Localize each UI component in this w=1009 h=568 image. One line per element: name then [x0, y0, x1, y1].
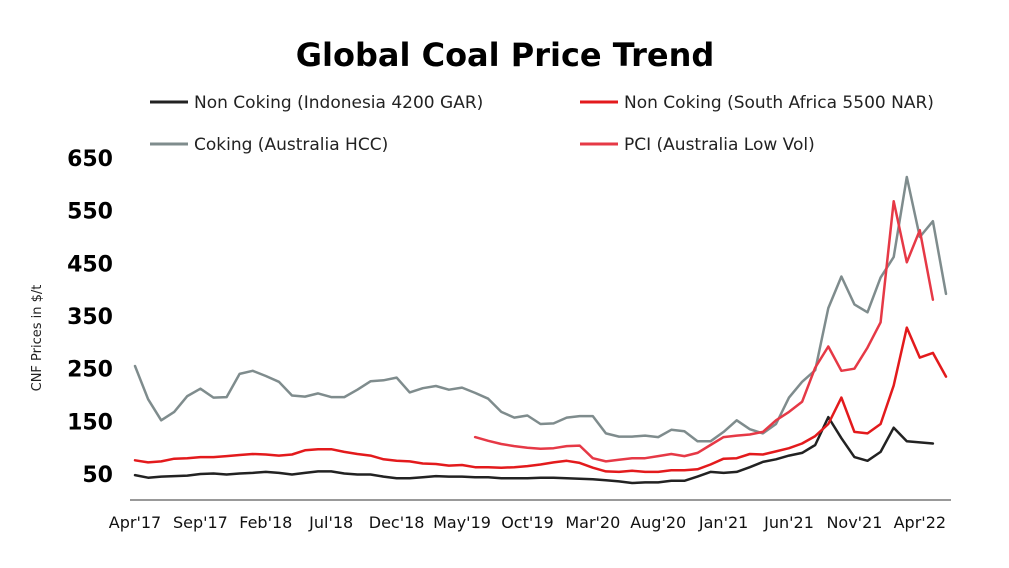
plot-lines	[133, 175, 948, 485]
series-line-2	[133, 326, 948, 474]
legend-label: Non Coking (South Africa 5500 NAR)	[624, 93, 934, 113]
x-tick-label: Apr'17	[109, 513, 161, 532]
x-tick-label: Oct'19	[501, 513, 553, 532]
y-axis-ticks: 50 150 250 350 450 550 650	[67, 147, 113, 488]
x-tick-label: Jun'21	[763, 513, 814, 532]
y-tick-label: 50	[82, 463, 113, 488]
x-tick-label: Aug'20	[630, 513, 686, 532]
legend-label: PCI (Australia Low Vol)	[624, 135, 815, 155]
chart-title: Global Coal Price Trend	[296, 36, 715, 74]
y-axis-label: CNF Prices in $/t	[30, 285, 45, 392]
x-tick-label: Jan'21	[698, 513, 748, 532]
x-tick-label: Nov'21	[826, 513, 882, 532]
legend-label: Coking (Australia HCC)	[194, 135, 388, 155]
x-tick-label: Jul'18	[308, 513, 353, 532]
y-tick-label: 150	[67, 410, 113, 435]
x-tick-label: Apr'22	[894, 513, 946, 532]
y-tick-label: 350	[67, 305, 113, 330]
x-axis-ticks: Apr'17 Sep'17 Feb'18 Jul'18 Dec'18 May'19 Oct'…	[109, 513, 946, 532]
y-tick-label: 250	[67, 358, 113, 383]
y-tick-label: 650	[67, 147, 113, 172]
x-tick-label: Mar'20	[565, 513, 620, 532]
series-line-4	[473, 199, 935, 463]
x-tick-label: Sep'17	[173, 513, 228, 532]
y-tick-label: 450	[67, 252, 113, 277]
x-tick-label: May'19	[433, 513, 491, 532]
series-line-1	[133, 415, 935, 485]
x-tick-label: Feb'18	[239, 513, 292, 532]
series-line-3	[133, 175, 948, 443]
y-tick-label: 550	[67, 200, 113, 225]
legend: Non Coking (Indonesia 4200 GAR) Non Cokin…	[150, 93, 934, 155]
x-tick-label: Dec'18	[369, 513, 425, 532]
legend-label: Non Coking (Indonesia 4200 GAR)	[194, 93, 483, 113]
